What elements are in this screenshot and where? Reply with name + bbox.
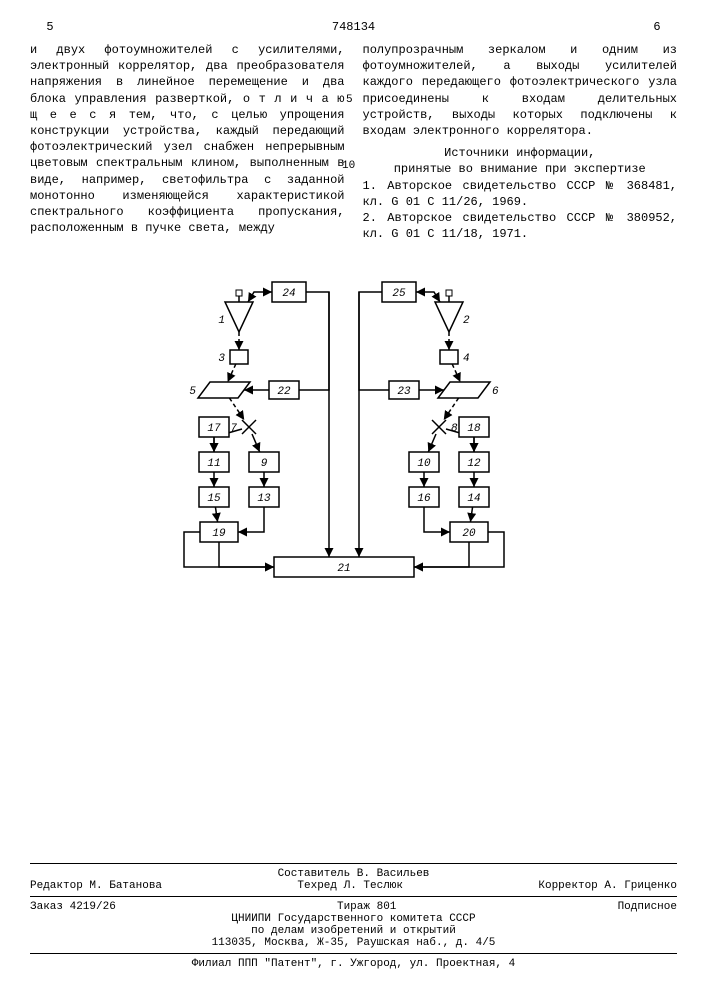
left-text: и двух фотоумножителей с усилителями, эл…: [30, 43, 345, 235]
svg-text:7: 7: [230, 423, 237, 435]
source-1: 1. Авторское свидетельство СССР № 368481…: [363, 178, 678, 210]
column-left: и двух фотоумножителей с усилителями, эл…: [30, 42, 345, 242]
right-paragraph-1: полупрозрачным зеркалом и одним из фотоу…: [363, 42, 678, 139]
svg-text:10: 10: [417, 458, 431, 470]
svg-text:16: 16: [417, 493, 431, 505]
svg-text:9: 9: [260, 458, 267, 470]
svg-text:20: 20: [462, 528, 476, 540]
block-diagram: 1234567891011121314151617181920212223242…: [144, 262, 564, 592]
svg-text:12: 12: [467, 458, 481, 470]
compiler: Составитель В. Васильев: [30, 868, 677, 880]
column-right: полупрозрачным зеркалом и одним из фотоу…: [363, 42, 678, 242]
footer: Составитель В. Васильев Редактор М. Бата…: [30, 859, 677, 970]
svg-text:22: 22: [277, 386, 291, 398]
svg-text:19: 19: [212, 528, 226, 540]
source-2: 2. Авторское свидетельство СССР № 380952…: [363, 210, 678, 242]
svg-text:21: 21: [337, 563, 350, 575]
techred: Техред Л. Теслюк: [297, 880, 403, 892]
svg-text:23: 23: [397, 386, 411, 398]
svg-text:1: 1: [218, 315, 225, 327]
svg-text:4: 4: [463, 353, 470, 365]
svg-text:14: 14: [467, 493, 480, 505]
page-number-left: 5: [30, 20, 70, 34]
svg-text:5: 5: [189, 386, 196, 398]
editor: Редактор М. Батанова: [30, 880, 162, 892]
svg-text:8: 8: [451, 423, 458, 435]
svg-text:6: 6: [492, 386, 499, 398]
svg-text:17: 17: [207, 423, 221, 435]
corrector: Корректор А. Гриценко: [538, 880, 677, 892]
filial: Филиал ППП "Патент", г. Ужгород, ул. Про…: [30, 958, 677, 970]
address: 113035, Москва, Ж-35, Раушская наб., д. …: [30, 937, 677, 949]
svg-text:15: 15: [207, 493, 221, 505]
svg-text:25: 25: [392, 288, 406, 300]
org-line-2: по делам изобретений и открытий: [30, 925, 677, 937]
order-number: Заказ 4219/26: [30, 901, 116, 913]
svg-text:3: 3: [218, 353, 225, 365]
svg-text:18: 18: [467, 423, 481, 435]
svg-text:13: 13: [257, 493, 271, 505]
svg-text:24: 24: [282, 288, 295, 300]
tirazh: Тираж 801: [337, 901, 396, 913]
svg-text:2: 2: [463, 315, 470, 327]
document-number: 748134: [70, 20, 637, 34]
page-number-right: 6: [637, 20, 677, 34]
line-marker-10: 10: [342, 160, 355, 172]
podpisnoe: Подписное: [618, 901, 677, 913]
org-line-1: ЦНИИПИ Государственного комитета СССР: [30, 913, 677, 925]
svg-text:11: 11: [207, 458, 220, 470]
line-marker-5: 5: [346, 94, 353, 106]
sources-heading: Источники информации, принятые во вниман…: [363, 145, 678, 177]
